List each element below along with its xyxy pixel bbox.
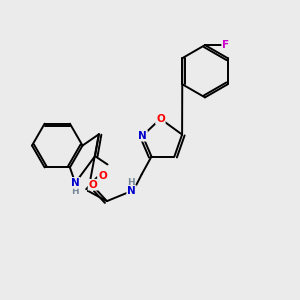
- Text: N: N: [138, 131, 147, 141]
- Text: O: O: [88, 180, 97, 190]
- Text: O: O: [98, 171, 107, 181]
- Text: H: H: [127, 178, 134, 187]
- Text: N: N: [127, 186, 136, 196]
- Text: O: O: [156, 114, 165, 124]
- Text: H: H: [71, 187, 79, 196]
- Text: N: N: [71, 178, 80, 188]
- Text: F: F: [222, 40, 230, 50]
